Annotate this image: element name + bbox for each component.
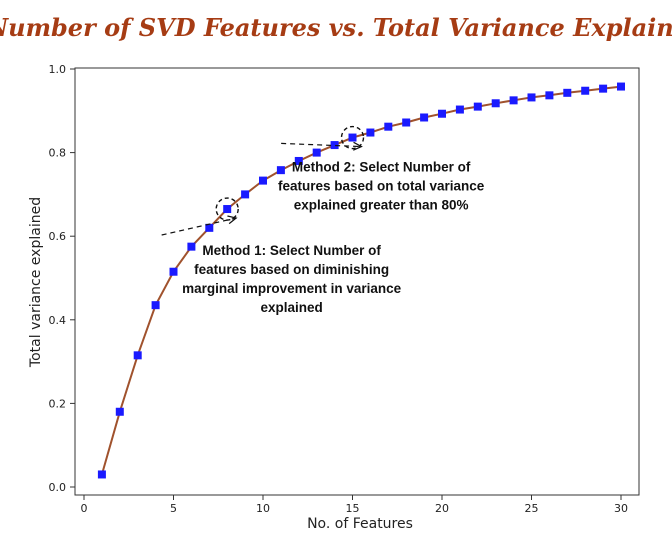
annotation-text-line: explained greater than 80% xyxy=(294,197,469,212)
data-point xyxy=(384,122,393,131)
data-point xyxy=(599,84,608,93)
y-axis-label: Total variance explained xyxy=(28,197,44,368)
data-point xyxy=(438,109,446,118)
data-point xyxy=(509,96,518,105)
annotation-text-line: features based on total variance xyxy=(278,178,485,193)
data-point xyxy=(276,166,285,175)
y-tick-label: 0.6 xyxy=(49,230,67,243)
y-tick-label: 1.0 xyxy=(49,63,67,76)
annotation-text-line: marginal improvement in variance xyxy=(182,281,402,296)
data-point xyxy=(205,223,214,232)
data-point xyxy=(223,205,232,214)
chart-title: Number of SVD Features vs. Total Varianc… xyxy=(0,13,672,42)
x-axis: 0 5 10 15 20 25 30 xyxy=(81,495,628,515)
annotation-text-line: explained xyxy=(260,300,322,315)
data-point xyxy=(294,156,303,165)
data-point xyxy=(527,93,536,102)
data-point xyxy=(259,176,267,185)
annotation-arrow xyxy=(161,217,237,236)
data-point xyxy=(455,105,464,114)
data-point xyxy=(169,267,178,276)
data-point xyxy=(241,190,250,199)
x-tick-label: 15 xyxy=(346,502,360,515)
x-tick-label: 25 xyxy=(525,502,539,515)
annotation-arrow xyxy=(281,142,362,148)
x-tick-label: 0 xyxy=(81,502,88,515)
x-tick-label: 30 xyxy=(614,502,628,515)
annotation-circle xyxy=(340,125,365,150)
data-point xyxy=(545,91,554,100)
data-point xyxy=(617,82,625,91)
annotation-text-line: features based on diminishing xyxy=(194,262,389,277)
y-axis: 0.0 0.2 0.4 0.6 0.8 1.0 xyxy=(49,63,75,494)
x-tick-label: 20 xyxy=(435,502,449,515)
data-point xyxy=(187,242,196,251)
annotations-layer: Method 1: Select Number of features based… xyxy=(161,125,485,315)
data-point xyxy=(491,99,500,108)
annotation-text-line: Method 1: Select Number of xyxy=(202,243,381,258)
data-point xyxy=(420,113,429,122)
data-point xyxy=(97,470,106,479)
x-axis-label: No. of Features xyxy=(307,516,413,532)
data-point xyxy=(473,102,482,111)
y-tick-label: 0.4 xyxy=(49,314,67,327)
data-point xyxy=(348,133,357,142)
data-point xyxy=(402,118,411,127)
data-point xyxy=(581,86,590,95)
annotation-arrowhead xyxy=(227,215,238,225)
plot-frame xyxy=(74,67,640,496)
y-tick-label: 0.0 xyxy=(49,481,67,494)
data-point xyxy=(312,148,321,157)
x-tick-label: 10 xyxy=(256,502,270,515)
series-layer xyxy=(97,82,625,479)
data-point xyxy=(366,128,375,137)
x-tick-label: 5 xyxy=(170,502,177,515)
annotation-arrowhead xyxy=(353,141,363,151)
data-point xyxy=(133,351,142,360)
y-tick-label: 0.2 xyxy=(49,397,67,410)
data-point xyxy=(115,407,124,416)
data-point xyxy=(563,88,572,97)
data-point xyxy=(151,301,160,310)
y-tick-label: 0.8 xyxy=(49,147,67,160)
annotation-text-line: Method 2: Select Number of xyxy=(292,159,471,174)
